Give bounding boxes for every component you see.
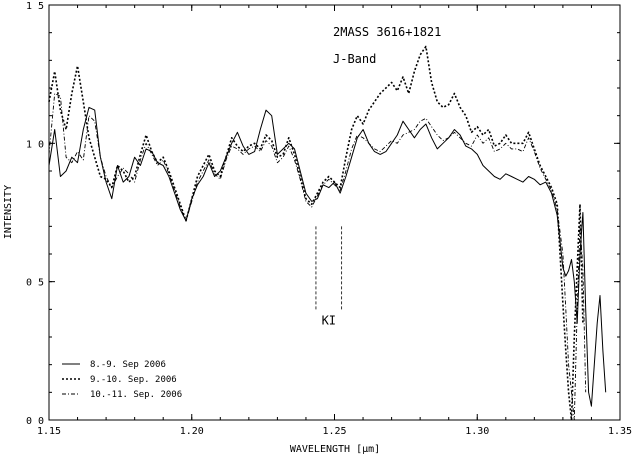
y-tick-label: 0 0 [26, 416, 44, 427]
series-layer [48, 45, 607, 421]
annotation-layer: KI [315, 226, 343, 327]
chart-subtitle: J-Band [333, 52, 376, 66]
y-axis-title: INTENSITY [3, 185, 14, 239]
legend-label-2: 9.-10. Sep. 2006 [90, 375, 177, 385]
axis-ticks: 1.15 1.20 1.25 1.30 1.35 0 0 0 5 1 0 1 5 [26, 1, 632, 437]
x-tick-label: 1.15 [37, 426, 61, 437]
plot-frame [48, 4, 621, 421]
y-tick-label: 0 5 [26, 278, 44, 289]
legend: 8.-9. Sep 2006 9.-10. Sep. 2006 10.-11. Se… [62, 360, 182, 400]
plot-border [48, 4, 621, 421]
x-tick-label: 1.35 [608, 426, 632, 437]
series-line-3 [48, 93, 587, 421]
chart-title: 2MASS 3616+1821 [333, 25, 441, 39]
series-line-2 [48, 45, 584, 421]
x-tick-label: 1.30 [465, 426, 489, 437]
y-tick-label: 1 5 [26, 1, 44, 12]
ki-label: KI [322, 313, 336, 327]
x-axis-title: WAVELENGTH [μm] [290, 444, 380, 455]
legend-label-1: 8.-9. Sep 2006 [90, 360, 166, 370]
legend-label-3: 10.-11. Sep. 2006 [90, 390, 182, 400]
y-tick-label: 1 0 [26, 139, 44, 150]
series-line-1 [48, 106, 607, 407]
x-tick-label: 1.20 [180, 426, 204, 437]
x-tick-label: 1.25 [322, 426, 346, 437]
